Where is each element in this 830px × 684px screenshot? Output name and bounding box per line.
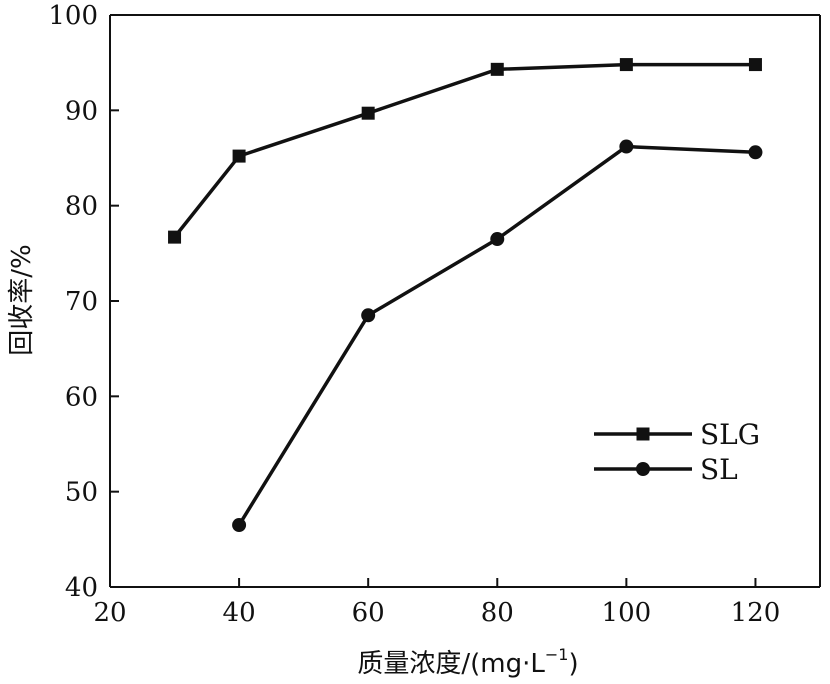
x-tick-label: 120 [731,598,781,628]
series-slg [168,58,762,244]
series-line-slg [173,62,756,239]
chart-axes [109,14,821,588]
x-tick-label: 100 [602,598,652,628]
data-point-sl [232,518,247,533]
y-tick-label: 60 [65,382,98,412]
y-tick-label: 40 [65,573,98,603]
x-tick-label: 60 [352,598,385,628]
y-tick-label: 100 [48,1,98,31]
x-tick-label: 40 [223,598,256,628]
x-tick-label: 20 [93,598,126,628]
y-tick-label: 70 [65,287,98,317]
chart-series [168,58,763,533]
legend-label-sl: SL [700,453,738,486]
data-point-sl [361,308,376,323]
x-axis-title-close: ) [568,649,578,679]
legend-marker-sl [636,462,650,476]
series-sl [232,139,763,533]
x-axis-title: 质量浓度/(mg·L−1) [357,645,578,679]
data-point-sl [748,145,763,160]
data-point-slg [232,149,246,163]
legend-label-slg: SLG [700,418,760,451]
data-point-slg [168,230,182,244]
y-tick-label: 50 [65,478,98,508]
data-point-slg [748,58,762,72]
y-tick-label: 80 [65,192,98,222]
data-point-slg [361,106,375,120]
x-axis-title-main: 质量浓度/(mg·L [357,649,545,679]
x-axis-title-superscript: −1 [545,645,569,664]
x-tick-label: 80 [481,598,514,628]
data-point-sl [619,139,634,154]
data-point-slg [619,58,633,72]
y-tick-label: 90 [65,96,98,126]
data-point-sl [490,232,505,247]
legend-marker-slg [636,427,650,441]
data-point-slg [490,62,504,76]
y-axis-title: 回收率/% [7,244,37,355]
